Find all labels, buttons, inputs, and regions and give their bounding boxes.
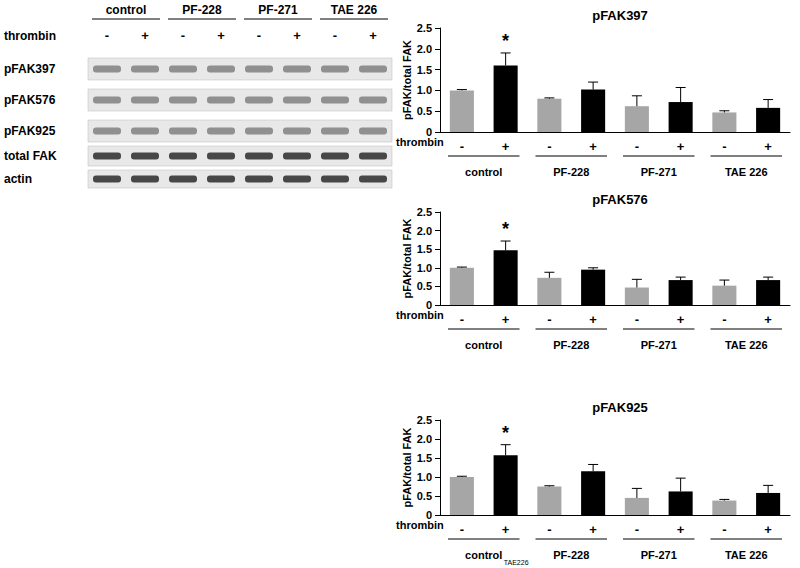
svg-text:+: + (141, 28, 149, 43)
svg-text:0.5: 0.5 (417, 490, 432, 502)
svg-text:thrombin: thrombin (396, 136, 444, 148)
svg-text:thrombin: thrombin (4, 29, 56, 43)
svg-text:pFAK/total FAK: pFAK/total FAK (401, 40, 413, 120)
svg-text:0.5: 0.5 (417, 105, 432, 117)
svg-text:-: - (547, 312, 551, 327)
svg-text:2.5: 2.5 (417, 414, 432, 426)
svg-text:TAE 226: TAE 226 (725, 339, 768, 351)
svg-text:2.0: 2.0 (417, 433, 432, 445)
svg-text:-: - (460, 522, 464, 537)
svg-text:+: + (589, 312, 597, 327)
svg-text:TAE 226: TAE 226 (331, 3, 378, 17)
svg-text:pFAK397: pFAK397 (592, 8, 648, 23)
svg-text:-: - (460, 312, 464, 327)
svg-text:-: - (722, 522, 726, 537)
svg-text:pFAK/total FAK: pFAK/total FAK (401, 427, 413, 507)
svg-text:PF-271: PF-271 (641, 339, 677, 351)
svg-text:+: + (502, 312, 510, 327)
svg-text:thrombin: thrombin (396, 309, 444, 321)
svg-text:-: - (547, 139, 551, 154)
svg-text:-: - (722, 139, 726, 154)
svg-text:PF-271: PF-271 (641, 549, 677, 561)
svg-text:PF-228: PF-228 (182, 3, 222, 17)
svg-text:1.0: 1.0 (417, 471, 432, 483)
svg-text:-: - (460, 139, 464, 154)
svg-text:-: - (181, 28, 185, 43)
svg-text:PF-228: PF-228 (553, 549, 589, 561)
svg-text:total FAK: total FAK (4, 149, 57, 163)
svg-text:1.5: 1.5 (417, 452, 432, 464)
svg-text:TAE 226: TAE 226 (725, 166, 768, 178)
svg-text:0: 0 (426, 299, 432, 311)
svg-text:2.0: 2.0 (417, 43, 432, 55)
svg-text:+: + (217, 28, 225, 43)
svg-text:1.5: 1.5 (417, 64, 432, 76)
svg-text:2.5: 2.5 (417, 22, 432, 34)
svg-text:-: - (635, 312, 639, 327)
svg-text:+: + (677, 312, 685, 327)
svg-text:0: 0 (426, 126, 432, 138)
svg-text:+: + (502, 522, 510, 537)
svg-text:+: + (293, 28, 301, 43)
svg-text:+: + (502, 139, 510, 154)
svg-text:TAE226: TAE226 (504, 559, 529, 566)
svg-text:-: - (105, 28, 109, 43)
svg-text:+: + (764, 522, 772, 537)
svg-text:-: - (722, 312, 726, 327)
svg-text:pFAK/total FAK: pFAK/total FAK (401, 218, 413, 298)
svg-text:PF-271: PF-271 (258, 3, 298, 17)
svg-text:+: + (677, 522, 685, 537)
svg-text:-: - (257, 28, 261, 43)
svg-text:0: 0 (426, 509, 432, 521)
svg-text:1.5: 1.5 (417, 243, 432, 255)
svg-text:pFAK576: pFAK576 (4, 93, 56, 107)
svg-text:actin: actin (4, 172, 32, 186)
svg-text:pFAK397: pFAK397 (4, 62, 56, 76)
svg-text:+: + (764, 312, 772, 327)
svg-text:pFAK576: pFAK576 (592, 192, 648, 207)
svg-text:+: + (764, 139, 772, 154)
svg-text:1.0: 1.0 (417, 262, 432, 274)
svg-text:pFAK925: pFAK925 (592, 400, 648, 415)
svg-text:TAE 226: TAE 226 (725, 549, 768, 561)
svg-text:2.0: 2.0 (417, 225, 432, 237)
svg-text:-: - (547, 522, 551, 537)
svg-text:+: + (589, 522, 597, 537)
svg-text:*: * (502, 423, 509, 443)
svg-text:-: - (333, 28, 337, 43)
svg-text:*: * (502, 31, 509, 51)
svg-text:control: control (106, 3, 147, 17)
svg-text:+: + (677, 139, 685, 154)
svg-text:1.0: 1.0 (417, 84, 432, 96)
svg-text:pFAK925: pFAK925 (4, 124, 56, 138)
svg-text:control: control (465, 549, 502, 561)
svg-text:PF-228: PF-228 (553, 339, 589, 351)
svg-text:*: * (502, 219, 509, 239)
svg-text:control: control (465, 166, 502, 178)
svg-text:2.5: 2.5 (417, 206, 432, 218)
svg-text:+: + (589, 139, 597, 154)
svg-text:0.5: 0.5 (417, 280, 432, 292)
svg-text:-: - (635, 139, 639, 154)
svg-text:-: - (635, 522, 639, 537)
svg-text:control: control (465, 339, 502, 351)
svg-text:+: + (369, 28, 377, 43)
svg-text:PF-228: PF-228 (553, 166, 589, 178)
svg-text:PF-271: PF-271 (641, 166, 677, 178)
svg-text:thrombin: thrombin (396, 519, 444, 531)
